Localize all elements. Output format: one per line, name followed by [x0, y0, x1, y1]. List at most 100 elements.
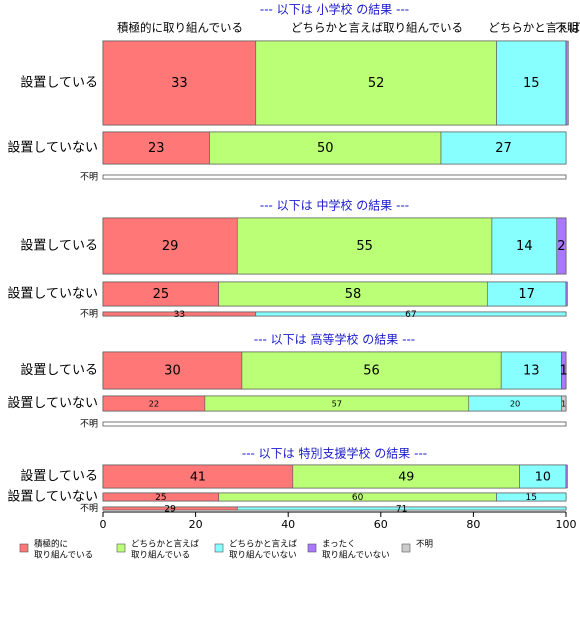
- legend-swatch: [116, 543, 126, 553]
- row-1-2: 不明 33 67: [80, 309, 567, 320]
- x-tick-label: 80: [466, 518, 480, 531]
- bar-outline: [102, 421, 567, 427]
- row-3-2: 不明 29 71: [80, 503, 567, 515]
- legend-item-1: どちらかと言えば取り組んでいる: [116, 539, 200, 561]
- bar-segment: [236, 506, 567, 511]
- row-2-0: 設置している 30 56 13 1: [20, 351, 568, 390]
- value-label: 33: [171, 76, 188, 91]
- value-label: 22: [149, 399, 160, 409]
- value-label: 67: [405, 310, 416, 320]
- top-label-2: どちらかと言えば取: [488, 21, 580, 35]
- row-label: 不明: [80, 309, 98, 320]
- bar-segment: [500, 351, 562, 390]
- row-label: 設置している: [20, 468, 98, 484]
- bar-outline: [102, 174, 567, 180]
- bar-segment: [565, 40, 569, 126]
- panel-3: --- 以下は 特別支援学校 の結果 --- 設置している 41 49 10 設置していな…: [7, 446, 568, 515]
- row-0-2: 不明: [80, 172, 567, 183]
- row-2-2: 不明: [80, 419, 567, 430]
- row-label: 不明: [80, 503, 98, 514]
- legend-swatch: [307, 543, 317, 553]
- value-label: 49: [398, 469, 414, 484]
- value-label: 27: [495, 141, 512, 156]
- row-3-1: 設置していない 25 60 15: [7, 489, 567, 505]
- legend-text: 取り組んでいない: [322, 550, 390, 561]
- value-label: 33: [174, 310, 185, 320]
- row-1-1: 設置していない 25 58 17: [7, 281, 568, 307]
- row-label: 設置している: [20, 362, 98, 378]
- value-label: 13: [523, 364, 540, 379]
- bar-segment: [491, 217, 558, 275]
- legend-text: 不明: [416, 540, 433, 550]
- bar-segment: [440, 131, 567, 165]
- bar-segment: [102, 40, 257, 126]
- value-label: 29: [162, 239, 179, 254]
- value-label: 17: [518, 287, 535, 302]
- x-tick-label: 60: [374, 518, 388, 531]
- value-label: 1: [560, 364, 568, 379]
- value-label: 50: [317, 141, 334, 156]
- value-label: 15: [523, 76, 540, 91]
- row-2-1: 設置していない 22 57 20 1: [7, 395, 567, 412]
- top-label-3: 不明: [556, 21, 579, 35]
- legend-item-0: 積極的に取り組んでいる: [19, 539, 93, 561]
- bar-segment: [561, 395, 567, 412]
- bar-segment: [218, 281, 488, 307]
- bar-segment: [102, 281, 220, 307]
- row-label: 設置している: [20, 75, 98, 91]
- panel-title: --- 以下は 小学校 の結果 ---: [260, 2, 409, 17]
- value-label: 58: [345, 287, 362, 302]
- bar-segment: [561, 351, 567, 390]
- panel-0: --- 以下は 小学校 の結果 --- 設置している 33 52 15 設置していない 23…: [7, 2, 569, 183]
- row-label: 設置していない: [7, 140, 98, 156]
- legend-text: 取り組んでいない: [229, 550, 297, 561]
- row-0-0: 設置している 33 52 15: [20, 40, 569, 126]
- legend-text: 取り組んでいる: [34, 550, 93, 561]
- panel-title: --- 以下は 高等学校 の結果 ---: [254, 332, 415, 347]
- row-label: 不明: [80, 172, 98, 183]
- top-label-1: どちらかと言えば取り組んでいる: [291, 21, 463, 35]
- legend-swatch: [401, 543, 411, 553]
- legend: 積極的に取り組んでいるどちらかと言えば取り組んでいるどちらかと言えば取り組んでい…: [19, 539, 433, 561]
- value-label: 56: [363, 364, 380, 379]
- value-label: 2: [557, 239, 565, 254]
- bar-segment: [496, 40, 567, 126]
- top-category-labels: 積極的に取り組んでいる どちらかと言えば取り組んでいる どちらかと言えば取不明: [117, 21, 580, 35]
- value-label: 1: [561, 399, 566, 409]
- bar-segment: [556, 217, 567, 275]
- panel-1: --- 以下は 中学校 の結果 --- 設置している 29 55 14 2 設置していない 2…: [7, 198, 568, 320]
- row-label: 設置していない: [7, 395, 98, 411]
- legend-item-4: 不明: [401, 540, 433, 553]
- bar-segment: [255, 311, 567, 317]
- value-label: 25: [153, 287, 170, 302]
- bar-segment: [102, 217, 238, 275]
- legend-swatch: [19, 543, 29, 553]
- value-label: 20: [510, 399, 521, 409]
- value-label: 55: [356, 239, 373, 254]
- panel-2: --- 以下は 高等学校 の結果 ---設置している 30 56 13 1設置していない…: [7, 332, 567, 430]
- value-label: 30: [164, 364, 181, 379]
- top-label-0: 積極的に取り組んでいる: [117, 21, 243, 35]
- x-tick-label: 20: [189, 518, 203, 531]
- value-label: 41: [190, 469, 206, 484]
- value-label: 29: [164, 505, 176, 515]
- panel-title: --- 以下は 中学校 の結果 ---: [260, 198, 409, 213]
- value-label: 57: [332, 399, 343, 409]
- value-label: 15: [526, 493, 537, 503]
- legend-text: どちらかと言えば: [131, 539, 200, 550]
- bar-segment: [496, 492, 567, 502]
- panel-title: --- 以下は 特別支援学校 の結果 ---: [242, 446, 427, 461]
- value-label: 23: [148, 141, 165, 156]
- value-label: 14: [516, 239, 533, 254]
- row-label: 不明: [80, 419, 98, 430]
- legend-text: 取り組んでいる: [131, 550, 190, 561]
- x-tick-label: 0: [100, 518, 107, 531]
- bar-segment: [486, 281, 567, 307]
- row-1-0: 設置している 29 55 14 2: [20, 217, 567, 275]
- value-label: 52: [368, 76, 385, 91]
- x-tick-label: 40: [281, 518, 295, 531]
